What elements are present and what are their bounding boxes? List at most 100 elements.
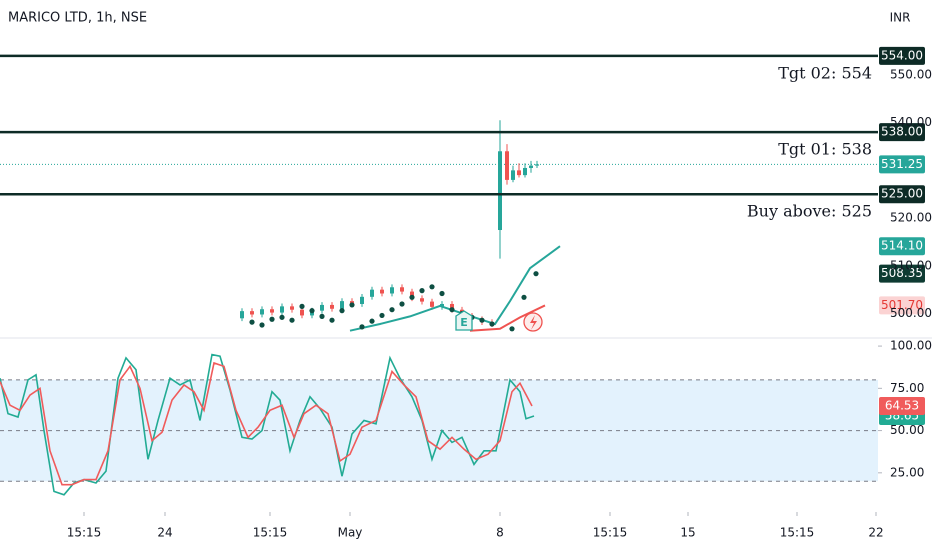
y-tick-label: 510.00 [890, 258, 932, 272]
candle-body [250, 311, 254, 315]
sar-dot [489, 321, 495, 327]
x-tick-label: 15:15 [593, 526, 628, 540]
sar-dot [429, 284, 435, 290]
y-tick-label: 500.00 [890, 306, 932, 320]
sar-dot [359, 324, 365, 330]
sar-dot [479, 317, 485, 323]
sar-dot [449, 307, 455, 313]
x-tick-label: May [338, 526, 363, 540]
series-line [0, 361, 533, 486]
sar-dot [533, 271, 539, 277]
sar-dot [349, 302, 355, 308]
x-tick-label: 8 [496, 526, 504, 540]
candle-body [240, 311, 244, 319]
sar-dot [279, 314, 285, 320]
sar-dot [521, 294, 527, 300]
sar-dot [269, 316, 275, 322]
level-label: 538.00 [881, 125, 923, 139]
earnings-label: E [460, 316, 468, 329]
series-line [469, 304, 546, 332]
y-tick-label: 100.00 [890, 339, 932, 353]
value-label: 64.53 [885, 399, 919, 413]
candle-body [390, 287, 394, 294]
candle-body [523, 167, 527, 176]
currency: INR [890, 11, 911, 25]
candle-body [270, 309, 274, 313]
level-annotation: Tgt 02: 554 [778, 63, 872, 82]
y-tick-label: 25.00 [890, 465, 924, 479]
candle-body [450, 303, 454, 310]
y-tick-label: 520.00 [890, 211, 932, 225]
level-label-box [879, 123, 925, 142]
candle-body [440, 303, 444, 307]
earnings-icon [455, 310, 473, 331]
price-label-box [879, 296, 925, 315]
level-label: 525.00 [881, 187, 923, 201]
sar-dot [309, 308, 315, 314]
candle-body [511, 170, 515, 180]
candle-body [529, 165, 533, 168]
level-annotation: Tgt 01: 538 [778, 140, 872, 159]
candle-body [380, 289, 384, 294]
chart-title: MARICO LTD, 1h, NSE [8, 11, 147, 26]
price-label: 501.70 [881, 298, 923, 312]
level-label-box [879, 185, 925, 204]
candle-body [290, 306, 294, 310]
x-tick-label: 15:15 [253, 526, 288, 540]
price-label-box [879, 264, 925, 283]
sar-dot [329, 317, 335, 323]
candle-body [320, 304, 324, 311]
sar-dot [509, 326, 515, 332]
candle-body [370, 289, 374, 297]
overlay: 554.00 Tgt 02: 554 538.00 Tgt 01: 538 525.00… [0, 46, 925, 425]
y-tick-label: 50.00 [890, 423, 924, 437]
x-tick-label: 15:15 [67, 526, 102, 540]
candle-body [340, 301, 344, 309]
sar-dot [319, 313, 325, 319]
level-label: 554.00 [881, 48, 923, 62]
price-label-box [879, 237, 925, 256]
sar-dot [399, 301, 405, 307]
level-label-box [879, 46, 925, 65]
candle-body [400, 287, 404, 292]
sar-dot [409, 294, 415, 300]
y-tick-label: 550.00 [890, 67, 932, 81]
sar-dot [379, 312, 385, 319]
x-tick-label: 15 [680, 526, 695, 540]
candle-body [300, 309, 304, 316]
candle-body [330, 304, 334, 309]
candle-body [280, 306, 284, 313]
candle-body [430, 301, 434, 307]
candle-body [360, 296, 364, 304]
candle-body [420, 298, 424, 302]
y-tick-label: 75.00 [890, 381, 924, 395]
sar-dot [259, 322, 265, 328]
candle-body [535, 164, 539, 166]
candle-body [505, 151, 509, 180]
sar-dot [289, 317, 295, 323]
sar-dot [439, 290, 445, 297]
price-label: 508.35 [881, 266, 923, 280]
event-bolt [530, 315, 537, 330]
price-label-box [879, 155, 925, 174]
stoch-panel [0, 345, 882, 496]
sar-dot [389, 307, 395, 313]
candle-body [498, 151, 502, 231]
y-tick-label: 540.00 [890, 115, 932, 129]
candle-body [260, 309, 264, 315]
price-label: 531.25 [881, 157, 923, 171]
candle-body [517, 170, 521, 176]
value-label-box [879, 397, 925, 416]
sar-dot [369, 318, 375, 324]
sar-dot [299, 303, 305, 309]
price-label: 514.10 [881, 239, 923, 253]
x-tick-label: 15:15 [780, 526, 815, 540]
sar-dot [249, 319, 255, 325]
x-tick-label: 22 [868, 526, 883, 540]
price-panel: E [0, 120, 878, 332]
x-tick-label: 24 [157, 526, 172, 540]
sar-dot [419, 288, 425, 294]
sar-dot [339, 308, 345, 314]
level-annotation: Buy above: 525 [747, 202, 872, 221]
